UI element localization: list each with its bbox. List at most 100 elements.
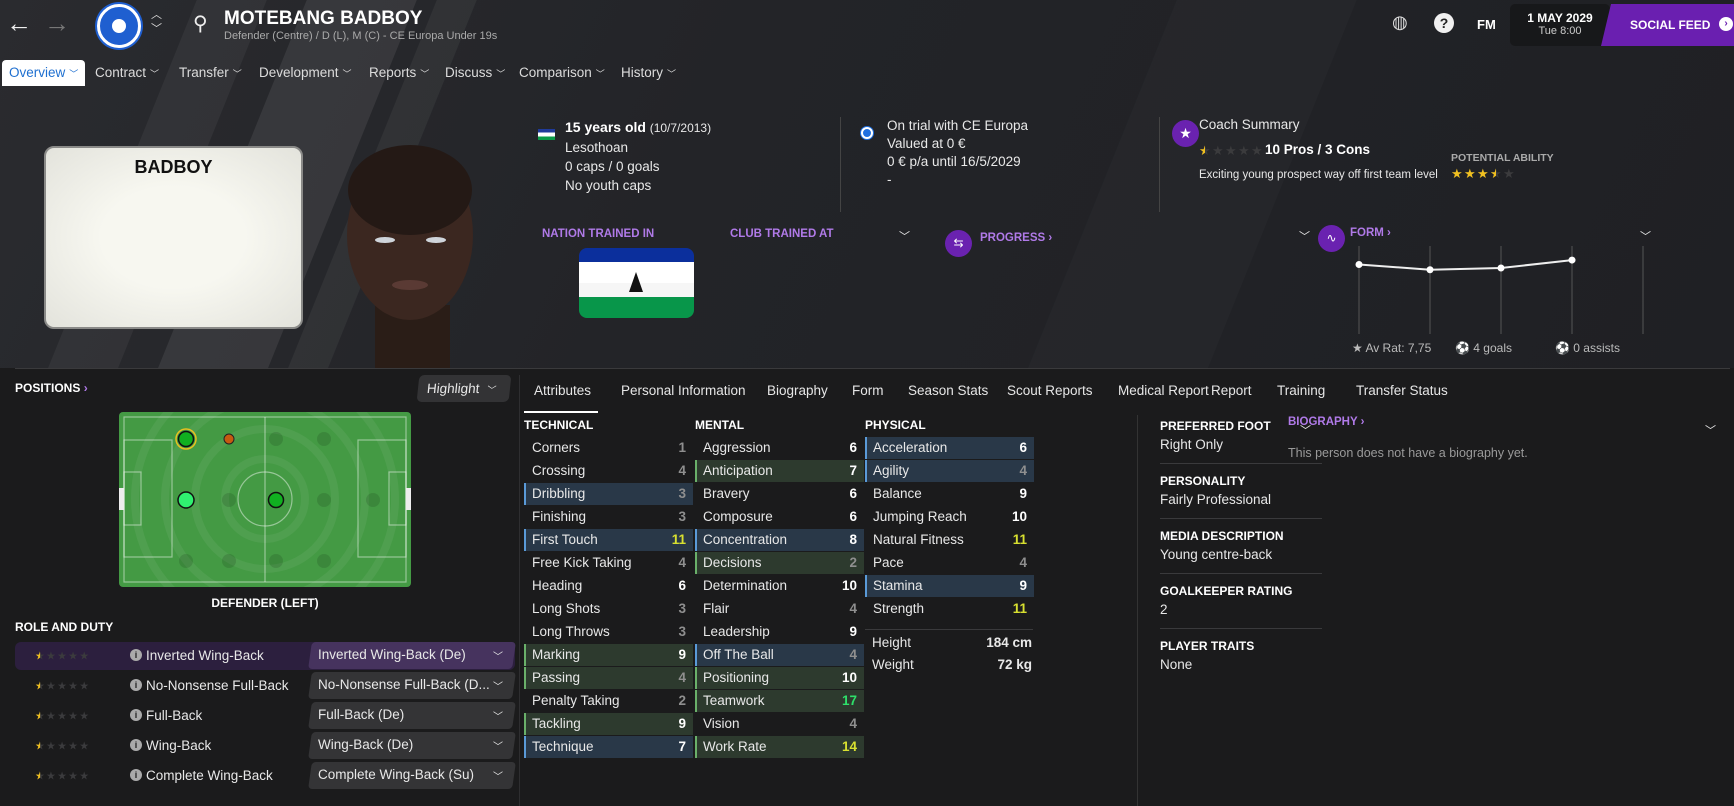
attribute-row[interactable]: First Touch 11	[524, 529, 693, 551]
nav-discuss[interactable]: Discuss ﹀	[438, 60, 512, 86]
info-icon[interactable]: i	[130, 649, 142, 661]
attribute-row[interactable]: Penalty Taking 2	[524, 690, 693, 712]
attribute-row[interactable]: Off The Ball 4	[695, 644, 864, 666]
globe-icon[interactable]: ◍	[1392, 12, 1408, 32]
chevron-down-icon[interactable]: ﹀	[899, 231, 910, 243]
attribute-row[interactable]: Positioning 10	[695, 667, 864, 689]
coach-summary-title[interactable]: Coach Summary	[1199, 117, 1300, 132]
chevron-down-icon[interactable]: ﹀	[1640, 231, 1651, 243]
search-icon[interactable]: ⚲	[193, 13, 208, 35]
attribute-row[interactable]: Heading 6	[524, 575, 693, 597]
position-dot-dl[interactable]	[175, 428, 197, 450]
attribute-row[interactable]: Natural Fitness 11	[865, 529, 1034, 551]
club-badge-icon[interactable]	[97, 4, 141, 48]
tab-transfer-status[interactable]: Transfer Status	[1356, 383, 1448, 398]
info-icon[interactable]: i	[130, 679, 142, 691]
position-dot-dl[interactable]	[177, 430, 195, 448]
attribute-row[interactable]: Corners 1	[524, 437, 693, 459]
assists-stat: ⚽ 0 assists	[1555, 341, 1620, 355]
fm-button[interactable]: FM	[1477, 17, 1496, 32]
tab-medical-report[interactable]: Medical Report	[1118, 383, 1209, 398]
nav-history[interactable]: History ﹀	[614, 60, 683, 86]
help-icon[interactable]: ?	[1434, 13, 1454, 33]
attribute-row[interactable]: Anticipation 7	[695, 460, 864, 482]
attribute-row[interactable]: Tackling 9	[524, 713, 693, 735]
attribute-row[interactable]: Finishing 3	[524, 506, 693, 528]
forward-button[interactable]: →	[44, 8, 70, 38]
position-dot-mc[interactable]	[267, 491, 285, 509]
biography-link[interactable]: BIOGRAPHY ›	[1288, 416, 1365, 428]
attribute-row[interactable]: Flair 4	[695, 598, 864, 620]
info-icon[interactable]: i	[130, 739, 142, 751]
progress-link[interactable]: PROGRESS ›	[980, 232, 1053, 244]
attribute-row[interactable]: Long Shots 3	[524, 598, 693, 620]
attribute-row[interactable]: Composure 6	[695, 506, 864, 528]
attribute-row[interactable]: Bravery 6	[695, 483, 864, 505]
info-icon[interactable]: i	[130, 709, 142, 721]
attribute-row[interactable]: Crossing 4	[524, 460, 693, 482]
info-label: GOALKEEPER RATING	[1160, 584, 1293, 598]
info-icon[interactable]: i	[130, 769, 142, 781]
chevron-down-icon[interactable]: ﹀	[1299, 231, 1310, 243]
attribute-row[interactable]: Stamina 9	[865, 575, 1034, 597]
attribute-row[interactable]: Strength 11	[865, 598, 1034, 620]
shirt-name: BADBOY	[134, 157, 213, 177]
form-point[interactable]	[1426, 266, 1434, 274]
date-box[interactable]: 1 MAY 2029 Tue 8:00	[1510, 4, 1610, 46]
tab-scout-reports[interactable]: Scout Reports	[1007, 383, 1093, 398]
attribute-name: Agility	[873, 463, 910, 478]
attribute-row[interactable]: Work Rate 14	[695, 736, 864, 758]
positions-link[interactable]: POSITIONS ›	[15, 381, 88, 395]
tab-attributes[interactable]: Attributes	[534, 383, 592, 398]
role-row[interactable]: ★★★★★★iNo-Nonsense Full-BackNo-Nonsense …	[15, 672, 516, 700]
attribute-row[interactable]: Dribbling 3	[524, 483, 693, 505]
position-dot-dc[interactable]	[177, 491, 195, 509]
nav-transfer[interactable]: Transfer ﹀	[172, 60, 249, 86]
nav-comparison[interactable]: Comparison ﹀	[512, 60, 612, 86]
attribute-row[interactable]: Passing 4	[524, 667, 693, 689]
attribute-row[interactable]: Pace 4	[865, 552, 1034, 574]
attribute-row[interactable]: Vision 4	[695, 713, 864, 735]
form-point[interactable]	[1355, 260, 1363, 268]
attribute-row[interactable]: Leadership 9	[695, 621, 864, 643]
nav-overview[interactable]: Overview ﹀	[2, 60, 86, 86]
attribute-name: Acceleration	[873, 440, 948, 455]
social-feed-button[interactable]: SOCIAL FEED ›	[1601, 4, 1734, 46]
attribute-row[interactable]: Balance 9	[865, 483, 1034, 505]
attribute-row[interactable]: Acceleration 6	[865, 437, 1034, 459]
attribute-row[interactable]: Teamwork 17	[695, 690, 864, 712]
attribute-row[interactable]: Free Kick Taking 4	[524, 552, 693, 574]
attribute-row[interactable]: Aggression 6	[695, 437, 864, 459]
attribute-row[interactable]: Marking 9	[524, 644, 693, 666]
attribute-row[interactable]: Long Throws 3	[524, 621, 693, 643]
attribute-row[interactable]: Determination 10	[695, 575, 864, 597]
tab-season-stats[interactable]: Season Stats	[908, 383, 989, 398]
back-button[interactable]: ←	[6, 8, 32, 38]
nav-contract[interactable]: Contract ﹀	[88, 60, 166, 86]
chevron-down-icon[interactable]: ﹀	[1705, 425, 1716, 437]
chevron-down-icon[interactable]: ﹀	[1300, 425, 1311, 437]
tab-report[interactable]: Report	[1211, 383, 1252, 398]
attribute-row[interactable]: Jumping Reach 10	[865, 506, 1034, 528]
form-point[interactable]	[1497, 264, 1505, 272]
tab-training[interactable]: Training	[1277, 383, 1326, 398]
tab-biography[interactable]: Biography	[767, 383, 828, 398]
attribute-row[interactable]: Concentration 8	[695, 529, 864, 551]
attribute-row[interactable]: Technique 7	[524, 736, 693, 758]
highlight-dropdown[interactable]: Highlight ﹀	[416, 375, 512, 402]
attribute-row[interactable]: Agility 4	[865, 460, 1034, 482]
nav-reports[interactable]: Reports ﹀	[362, 60, 436, 86]
lesotho-flag-icon	[579, 248, 694, 318]
nav-development[interactable]: Development ﹀	[252, 60, 359, 86]
tab-personal-information[interactable]: Personal Information	[621, 383, 746, 398]
tab-form[interactable]: Form	[852, 383, 884, 398]
form-link[interactable]: FORM ›	[1350, 227, 1391, 239]
position-dot-wbl[interactable]	[223, 433, 235, 445]
form-point[interactable]	[1568, 256, 1576, 264]
attribute-row[interactable]: Decisions 2	[695, 552, 864, 574]
player-switch-chevrons[interactable]: ︿ ﹀	[151, 9, 162, 35]
